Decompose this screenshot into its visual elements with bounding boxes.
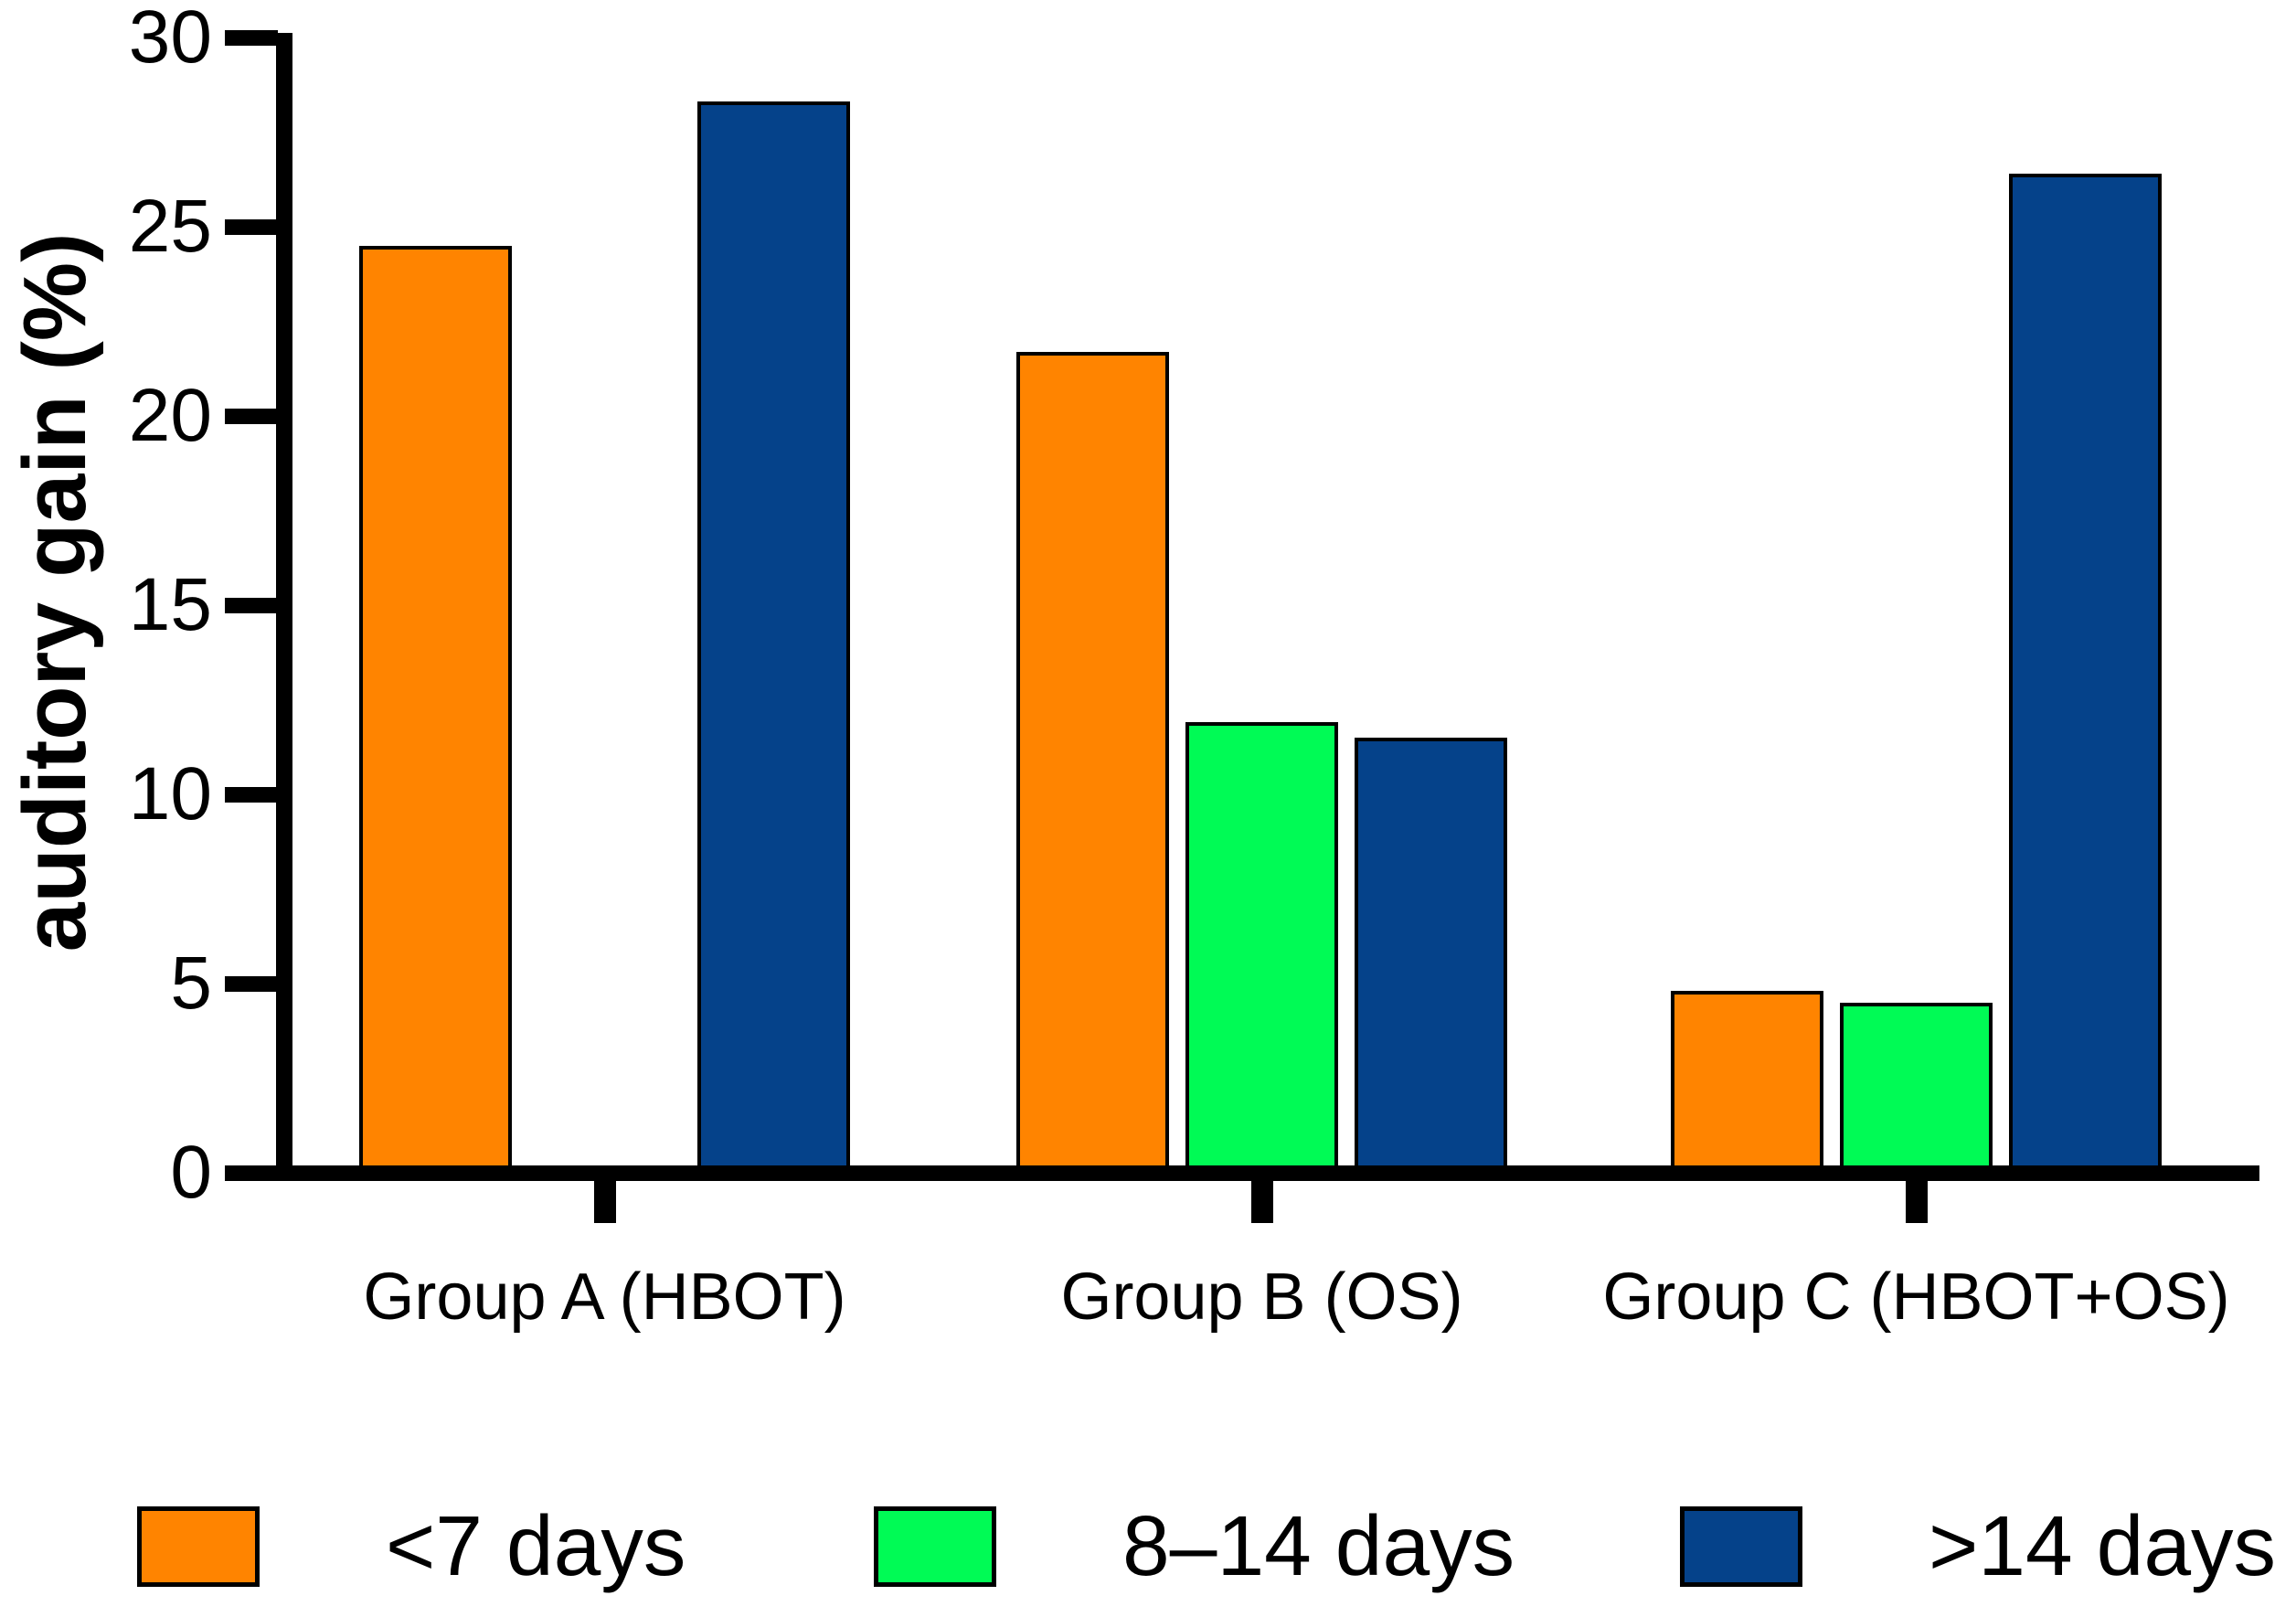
x-tick-mark bbox=[1905, 1181, 1928, 1223]
y-tick-mark bbox=[225, 29, 278, 46]
bar-group-a-lt7-days bbox=[359, 245, 512, 1173]
legend-item-8-14-days: 8–14 days bbox=[874, 1497, 1515, 1595]
x-tick-mark bbox=[593, 1181, 616, 1223]
bar-group-c-gt14-days bbox=[2009, 174, 2162, 1173]
y-tick-mark bbox=[225, 786, 278, 803]
y-axis-line bbox=[276, 33, 292, 1181]
legend-label: 8–14 days bbox=[1122, 1498, 1515, 1593]
legend-swatch-orange bbox=[137, 1505, 260, 1587]
x-axis-label-group-c: Group C (HBOT+OS) bbox=[1602, 1261, 2230, 1334]
bar-group-b-8-14-days bbox=[1185, 722, 1338, 1173]
y-tick-mark bbox=[225, 1165, 278, 1181]
bar-group-b-gt14-days bbox=[1355, 737, 1507, 1173]
legend-swatch-green bbox=[874, 1505, 996, 1587]
bar-group-c-lt7-days bbox=[1671, 991, 1823, 1173]
y-tick-label: 0 bbox=[170, 1131, 212, 1214]
bar-group-c-8-14-days bbox=[1840, 1002, 1993, 1173]
legend-item-lt7-days: <7 days bbox=[137, 1497, 686, 1595]
y-tick-label: 20 bbox=[128, 374, 212, 457]
y-tick-label: 10 bbox=[128, 752, 212, 835]
x-tick-mark bbox=[1250, 1181, 1273, 1223]
legend: <7 days 8–14 days >14 days bbox=[0, 1497, 2296, 1617]
legend-label: <7 days bbox=[386, 1498, 686, 1593]
legend-item-gt14-days: >14 days bbox=[1680, 1497, 2276, 1595]
legend-swatch-blue bbox=[1680, 1505, 1802, 1587]
x-axis-line bbox=[276, 1165, 2259, 1181]
y-tick-mark bbox=[225, 408, 278, 424]
legend-label: >14 days bbox=[1929, 1498, 2277, 1593]
y-tick-label: 25 bbox=[128, 185, 212, 268]
y-tick-mark bbox=[225, 975, 278, 992]
bar-group-b-lt7-days bbox=[1016, 351, 1169, 1173]
x-axis-label-group-b: Group B (OS) bbox=[1060, 1261, 1463, 1334]
y-tick-label: 15 bbox=[128, 563, 212, 646]
x-axis-label-group-a: Group A (HBOT) bbox=[363, 1261, 846, 1334]
y-tick-label: 5 bbox=[170, 941, 212, 1025]
y-tick-mark bbox=[225, 218, 278, 235]
y-tick-mark bbox=[225, 597, 278, 613]
y-tick-label: 30 bbox=[128, 0, 212, 79]
bar-group-a-gt14-days bbox=[697, 101, 850, 1173]
